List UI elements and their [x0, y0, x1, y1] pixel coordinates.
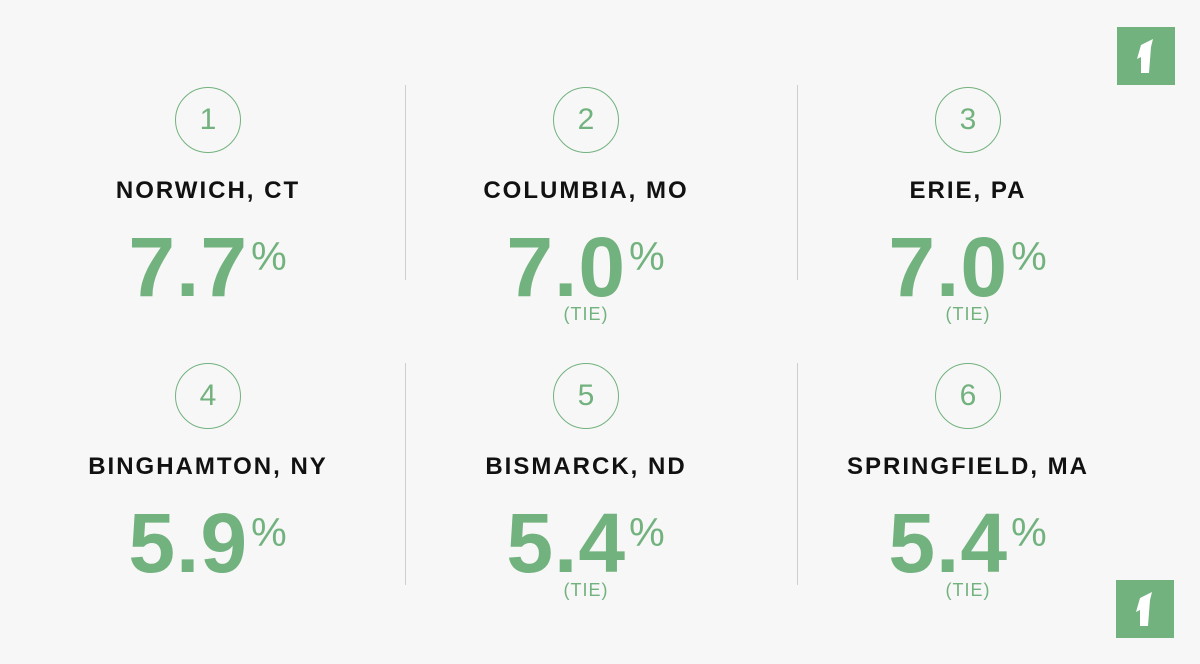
- percentage-value: 7.0: [506, 220, 627, 314]
- percentage: 7.0%: [888, 215, 1047, 309]
- percentage-value: 5.4: [506, 496, 627, 590]
- tie-note: (TIE): [945, 304, 991, 324]
- tie-note: (TIE): [563, 304, 609, 324]
- tie-note: (TIE): [945, 580, 991, 600]
- rank-badge: 6: [935, 363, 1001, 429]
- percentage-value: 7.7: [128, 220, 249, 314]
- percentage-unit: %: [629, 511, 666, 555]
- percentage: 5.4%: [888, 491, 1047, 585]
- ranking-card: 2 COLUMBIA, MO 7.0% (TIE): [406, 87, 766, 325]
- percentage-unit: %: [251, 235, 288, 279]
- rank-badge: 1: [175, 87, 241, 153]
- city-name: ERIE, PA: [909, 177, 1027, 204]
- city-name: NORWICH, CT: [115, 177, 301, 204]
- rank-badge: 2: [553, 87, 619, 153]
- rank-badge: 3: [935, 87, 1001, 153]
- rank-badge: 4: [175, 363, 241, 429]
- percentage: 7.7%: [128, 215, 287, 309]
- percentage-unit: %: [251, 511, 288, 555]
- city-name: SPRINGFIELD, MA: [846, 453, 1089, 480]
- percentage-value: 5.9: [128, 496, 249, 590]
- divider: [797, 363, 798, 585]
- logo: [1117, 27, 1175, 85]
- percentage: 5.4%: [506, 491, 665, 585]
- percentage-value: 7.0: [888, 220, 1009, 314]
- ranking-card: 1 NORWICH, CT 7.7%: [28, 87, 388, 309]
- ranking-card: 5 BISMARCK, ND 5.4% (TIE): [406, 363, 766, 601]
- ranking-card: 3 ERIE, PA 7.0% (TIE): [788, 87, 1148, 325]
- divider: [405, 363, 406, 585]
- city-name: BINGHAMTON, NY: [88, 453, 328, 480]
- percentage-unit: %: [629, 235, 666, 279]
- percentage-unit: %: [1011, 235, 1048, 279]
- percentage-value: 5.4: [888, 496, 1009, 590]
- city-name: BISMARCK, ND: [485, 453, 687, 480]
- divider: [405, 85, 406, 280]
- tie-note: (TIE): [563, 580, 609, 600]
- percentage: 7.0%: [506, 215, 665, 309]
- rank-badge: 5: [553, 363, 619, 429]
- ranking-card: 6 SPRINGFIELD, MA 5.4% (TIE): [788, 363, 1148, 601]
- divider: [797, 85, 798, 280]
- logo: [1116, 580, 1174, 638]
- percentage-unit: %: [1011, 511, 1048, 555]
- percentage: 5.9%: [128, 491, 287, 585]
- city-name: COLUMBIA, MO: [483, 177, 689, 204]
- ranking-card: 4 BINGHAMTON, NY 5.9%: [28, 363, 388, 585]
